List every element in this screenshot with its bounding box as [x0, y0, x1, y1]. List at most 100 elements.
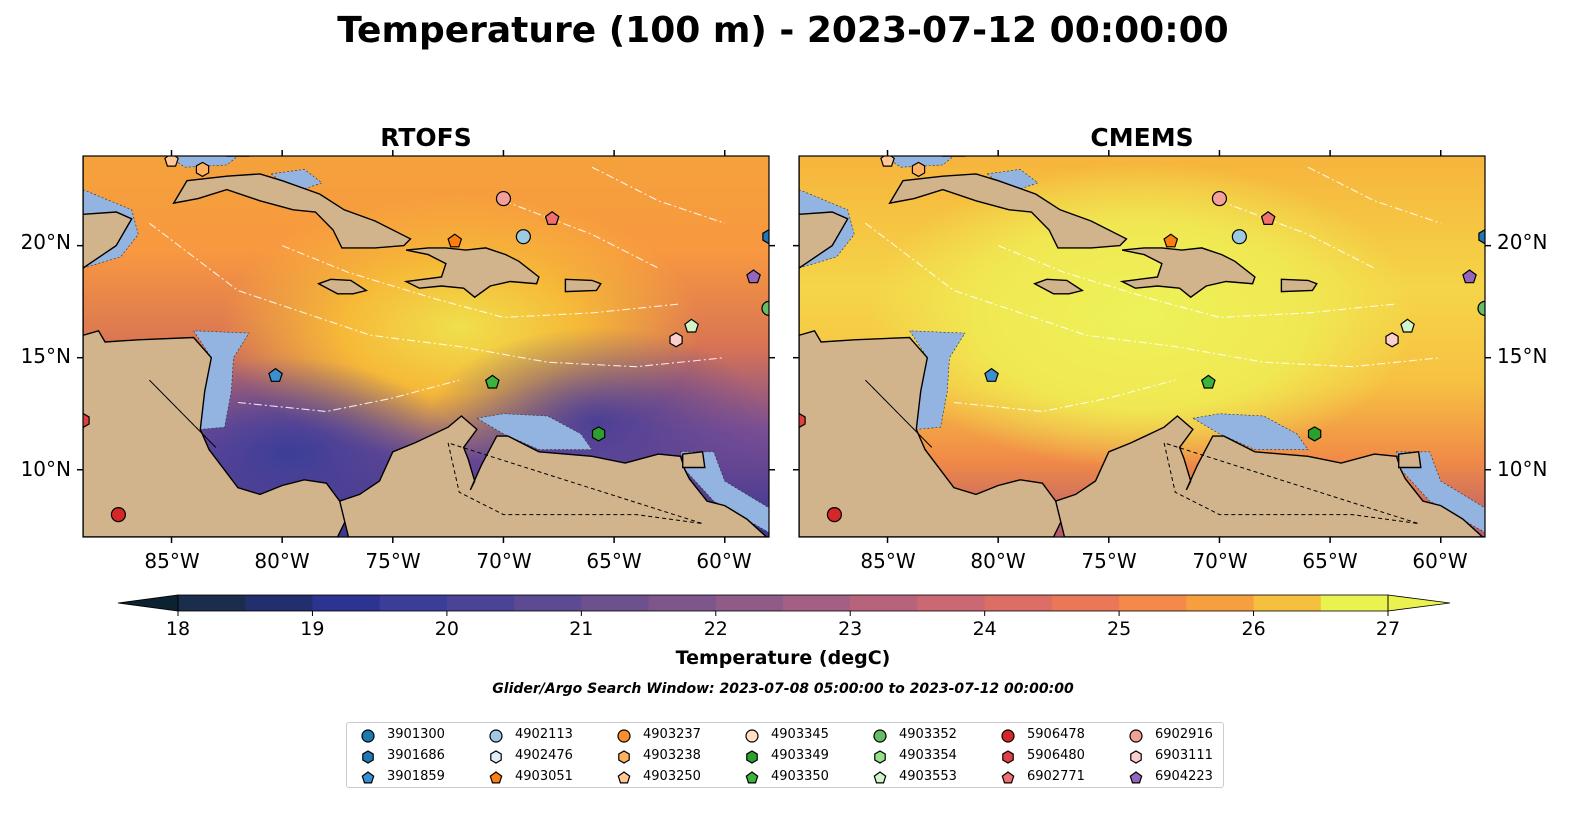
eez-boundary	[237, 379, 460, 413]
colorbar-tick-label: 19	[300, 618, 324, 640]
float-marker-4903352	[1477, 300, 1485, 316]
land-trinidad	[1398, 451, 1422, 469]
shelf-region	[193, 330, 250, 430]
border-line	[865, 379, 933, 448]
eez-boundary	[953, 379, 1176, 413]
float-marker-5906478	[110, 506, 127, 523]
land-yucatan-top	[799, 211, 849, 269]
y-tick-label: 15°N	[21, 344, 71, 368]
border-line	[149, 379, 217, 448]
colorbar-tick-label: 23	[838, 618, 862, 640]
eez-boundary	[997, 245, 1397, 318]
landmass-rtofs	[83, 156, 769, 537]
float-marker-6904223	[746, 269, 761, 284]
circle-marker-icon	[873, 729, 887, 743]
float-marker-4903352	[761, 300, 769, 316]
float-marker-6903111	[1385, 332, 1399, 348]
shelf-region	[887, 156, 955, 168]
float-marker-4902113	[1231, 229, 1247, 245]
circle-marker-icon	[1001, 729, 1015, 743]
x-tick-label: 70°W	[476, 549, 531, 573]
y-tick-label: 20°N	[1497, 230, 1547, 254]
float-marker-6903111	[669, 332, 683, 348]
y-tick-label: 10°N	[1497, 457, 1547, 481]
float-marker-4903250	[880, 156, 895, 167]
land-cuba	[172, 173, 412, 249]
colorbar-extend-low	[117, 594, 179, 612]
circle-marker-icon	[617, 729, 631, 743]
hexagon-marker-icon	[1130, 750, 1142, 764]
circle-marker-icon	[489, 729, 503, 743]
land-puerto-rico	[1280, 278, 1318, 293]
land-hispaniola	[1119, 247, 1256, 299]
colorbar-segment	[514, 595, 582, 611]
hexagon-marker-icon	[746, 750, 758, 764]
colorbar-segment	[1119, 595, 1187, 611]
y-axis-rtofs: 20°N 15°N 10°N	[21, 230, 71, 481]
float-marker-4903250	[164, 156, 179, 167]
circle-marker-icon	[745, 729, 759, 743]
float-marker-6902916	[495, 190, 512, 207]
colorbar-tick-label: 27	[1376, 618, 1400, 640]
land-puerto-rico	[564, 278, 602, 293]
circle-marker-icon	[1129, 729, 1143, 743]
panel-title-rtofs: RTOFS	[380, 123, 472, 152]
eez-boundary	[503, 200, 659, 269]
figure-title: Temperature (100 m) - 2023-07-12 00:00:0…	[337, 10, 1228, 51]
x-tick-label: 85°W	[144, 549, 199, 573]
float-marker-6902916	[1211, 190, 1228, 207]
x-tick-label: 70°W	[1192, 549, 1247, 573]
colorbar-segment	[312, 595, 381, 611]
pentagon-marker-icon	[1129, 771, 1143, 784]
colorbar-tick-label: 20	[435, 618, 459, 640]
x-tick-label: 75°W	[365, 549, 420, 573]
float-marker-4903349	[591, 426, 606, 442]
float-marker-4902113	[515, 229, 531, 245]
x-tick-label: 65°W	[586, 549, 641, 573]
eez-boundary	[865, 222, 1441, 368]
float-marker-4903553	[1400, 318, 1415, 333]
colorbar-segment	[648, 595, 717, 611]
shelf-region	[909, 330, 966, 430]
hexagon-marker-icon	[362, 750, 374, 764]
float-marker-5906480	[83, 412, 90, 429]
colorbar-segment	[1051, 595, 1120, 611]
shelf-region	[171, 156, 239, 168]
float-marker-4903238	[195, 161, 210, 178]
hexagon-marker-icon	[1002, 750, 1014, 764]
colorbar: 18 19 20 21 22 23 24 25 26 27 Temperature (degC)	[117, 594, 1451, 669]
float-marker-4903553	[684, 318, 699, 333]
colorbar-segment	[917, 595, 986, 611]
land-jamaica	[1032, 278, 1085, 295]
float-marker-5906478	[826, 506, 843, 523]
x-tick-label: 60°W	[1412, 549, 1467, 573]
legend-label: 4903051	[515, 769, 573, 784]
colorbar-tick-label: 22	[704, 618, 728, 640]
border-line	[1163, 442, 1419, 525]
legend-label: 4903250	[643, 769, 701, 784]
pentagon-marker-icon	[489, 771, 503, 784]
x-tick-label: 85°W	[860, 549, 915, 573]
colorbar-segment	[850, 595, 918, 611]
float-marker-6902771	[544, 211, 560, 225]
colorbar-segment	[245, 595, 313, 611]
float-marker-6902771	[1260, 211, 1276, 225]
colorbar-segment	[1186, 595, 1254, 611]
tick-marks	[77, 150, 1491, 543]
colorbar-segment	[1320, 595, 1389, 611]
land-hispaniola	[403, 247, 540, 299]
x-tick-label: 80°W	[254, 549, 309, 573]
eez-boundary	[281, 245, 681, 318]
pentagon-marker-icon	[873, 771, 887, 784]
map-cmems	[799, 156, 1485, 537]
circle-marker-icon	[361, 729, 375, 743]
land-cuba	[888, 173, 1128, 249]
map-frame-cmems	[798, 155, 1486, 538]
landmass-cmems	[799, 156, 1485, 537]
colorbar-tick-label: 18	[166, 618, 190, 640]
pentagon-marker-icon	[361, 771, 375, 784]
hexagon-marker-icon	[874, 750, 886, 764]
map-frame-rtofs	[82, 155, 770, 538]
legend-label: 6902916	[1155, 727, 1213, 742]
